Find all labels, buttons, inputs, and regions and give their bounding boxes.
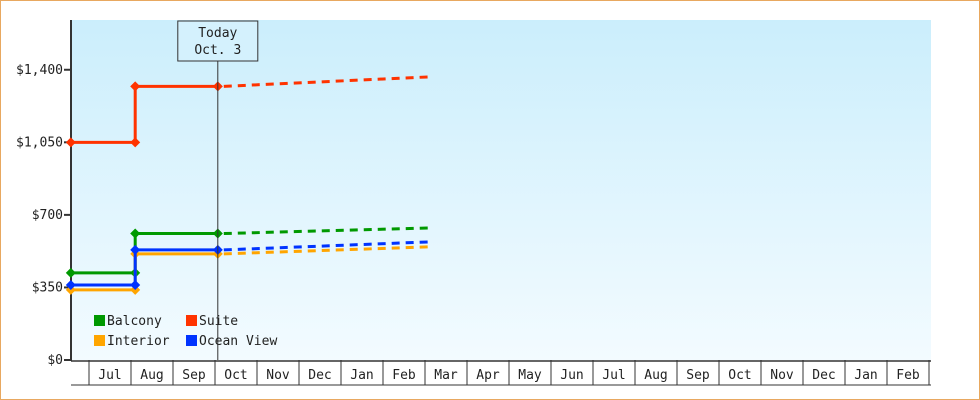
data-point: [130, 244, 141, 255]
projected-line-interior: [223, 245, 431, 256]
legend-swatch: [186, 335, 197, 346]
x-tick-label: Apr: [476, 368, 500, 383]
data-point: [65, 137, 76, 148]
plot-area: [71, 20, 931, 360]
legend-label: Interior: [107, 334, 170, 349]
projected-line-suite: [223, 75, 431, 88]
y-tick-label: $700: [32, 208, 63, 223]
legend-label: Balcony: [107, 314, 162, 329]
today-date-label: Oct. 3: [194, 43, 241, 58]
x-tick-label: Jul: [602, 368, 625, 383]
y-tick-label: $350: [32, 280, 63, 295]
x-tick-label: Jul: [98, 368, 121, 383]
data-point: [65, 267, 76, 278]
data-point: [130, 137, 141, 148]
x-tick-label: Oct: [224, 368, 247, 383]
legend-swatch: [186, 315, 197, 326]
x-tick-label: Mar: [434, 368, 458, 383]
x-tick-label: Feb: [896, 368, 920, 383]
x-tick-label: Nov: [770, 368, 794, 383]
series-line-ocean-view: [70, 248, 218, 287]
legend-swatch: [94, 315, 105, 326]
data-point: [130, 228, 141, 239]
x-tick-label: Jan: [350, 368, 373, 383]
x-tick-label: Dec: [812, 368, 835, 383]
x-tick-label: Aug: [644, 368, 667, 383]
x-tick-label: Feb: [392, 368, 416, 383]
x-tick-label: Sep: [182, 368, 206, 383]
x-tick-label: Oct: [728, 368, 751, 383]
today-label: Today: [198, 26, 237, 41]
x-tick-label: Sep: [686, 368, 710, 383]
projected-line-balcony: [223, 226, 431, 236]
y-tick-label: $1,400: [16, 63, 63, 78]
data-point: [65, 279, 76, 290]
series-line-suite: [70, 84, 218, 144]
today-label-box: [177, 20, 259, 62]
x-tick-label: Nov: [266, 368, 290, 383]
projected-line-ocean-view: [223, 240, 431, 252]
x-tick-label: Dec: [308, 368, 331, 383]
x-tick-label: Jun: [560, 368, 583, 383]
y-tick-label: $1,050: [16, 135, 63, 150]
data-point: [130, 81, 141, 92]
x-tick-label: Jan: [854, 368, 877, 383]
x-tick-label: Aug: [140, 368, 163, 383]
legend-label: Ocean View: [199, 334, 277, 349]
data-point: [130, 279, 141, 290]
y-tick-label: $0: [47, 353, 63, 368]
legend-swatch: [94, 335, 105, 346]
legend-label: Suite: [199, 314, 238, 329]
x-tick-label: May: [518, 368, 542, 383]
